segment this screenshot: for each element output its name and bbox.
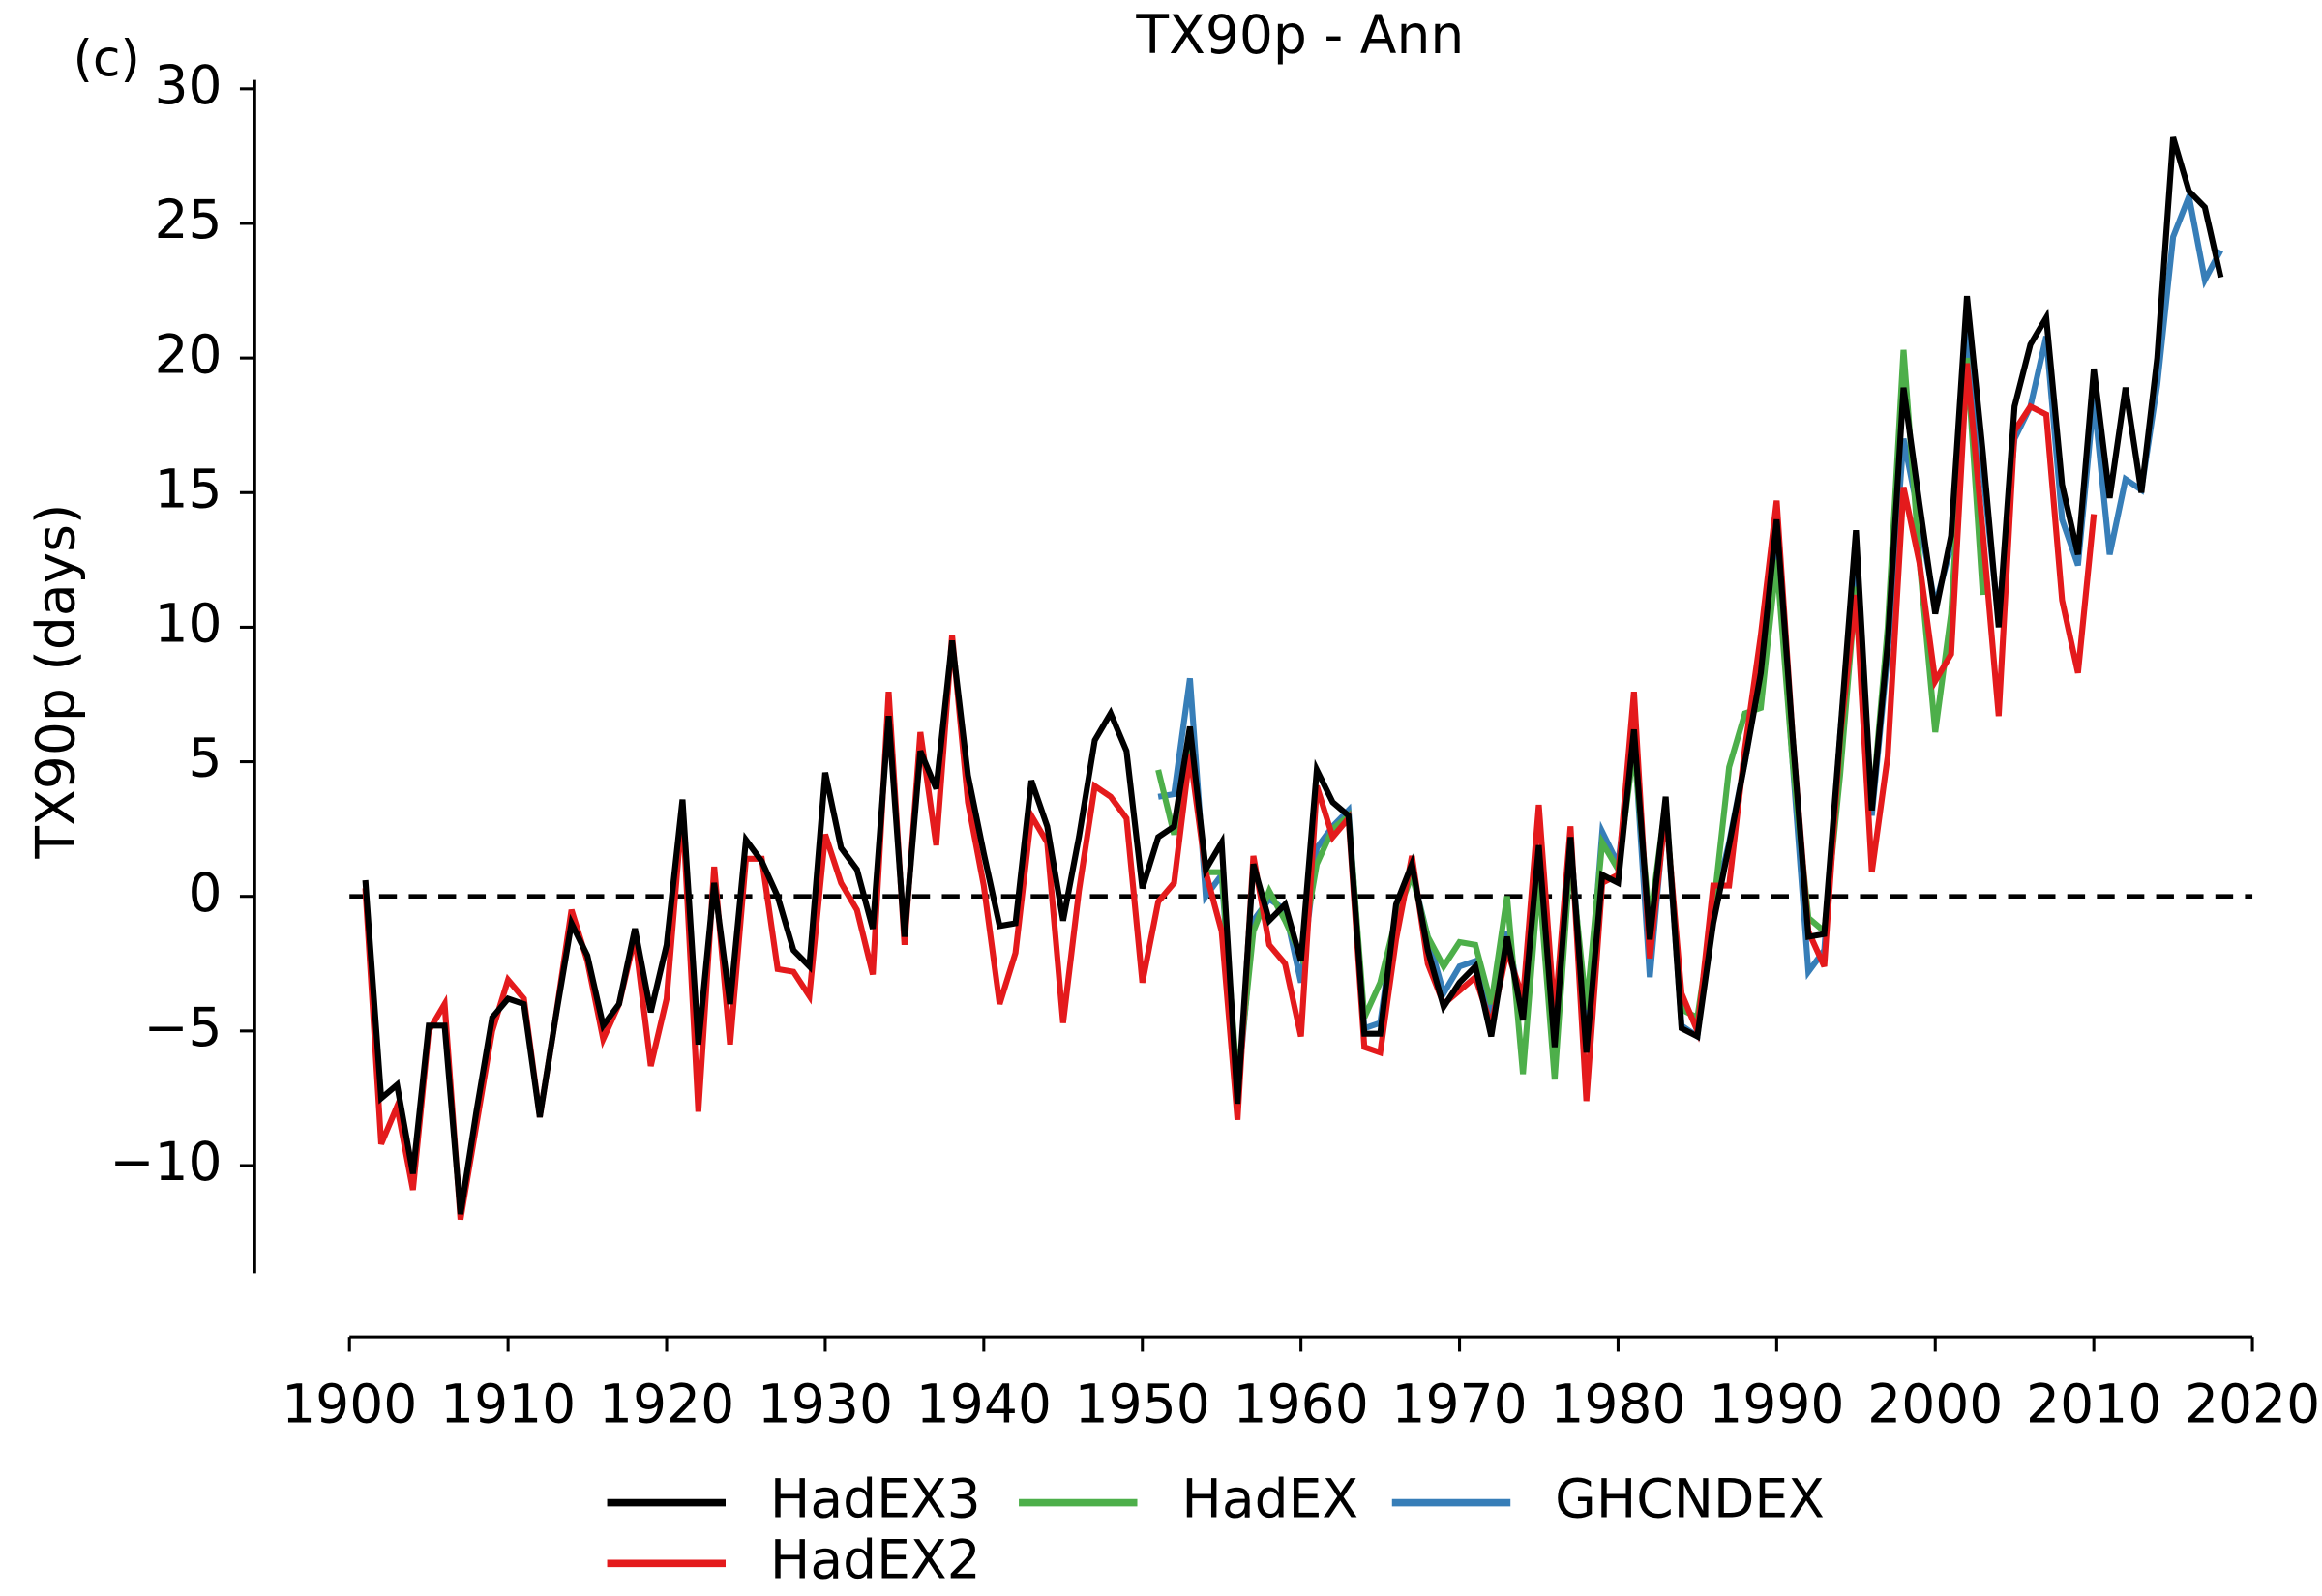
y-axis-label: TX90p (days): [24, 504, 86, 860]
legend-item: HadEX2: [607, 1528, 981, 1590]
y-tick-label: 15: [154, 458, 222, 519]
y-tick-label: −10: [109, 1131, 222, 1193]
legend-item: HadEX3: [607, 1468, 981, 1530]
y-tick-label: 0: [189, 862, 223, 924]
series-line: [1157, 186, 2223, 1096]
series-line: [362, 136, 2224, 1215]
x-tick-label: 2010: [2026, 1374, 2161, 1435]
legend-label: HadEX2: [770, 1528, 981, 1590]
x-tick-label: 1930: [758, 1374, 893, 1435]
x-tick-label: 1920: [599, 1374, 734, 1435]
x-tick-label: 1970: [1391, 1374, 1527, 1435]
x-tick-label: 1900: [282, 1374, 417, 1435]
x-tick-label: 2020: [2185, 1374, 2320, 1435]
y-tick-label: −5: [143, 996, 222, 1058]
x-tick-label: 1940: [916, 1374, 1052, 1435]
legend-label: HadEX: [1181, 1468, 1358, 1530]
y-tick-label: 20: [154, 323, 222, 385]
y-tick-label: 10: [154, 593, 222, 655]
x-tick-label: 1950: [1075, 1374, 1210, 1435]
legend-item: GHCNDEX: [1391, 1468, 1825, 1530]
legend-item: HadEX: [1019, 1468, 1358, 1530]
x-tick-label: 2000: [1867, 1374, 2003, 1435]
x-tick-label: 1980: [1550, 1374, 1685, 1435]
y-tick-label: 5: [189, 727, 223, 789]
x-tick-label: 1990: [1709, 1374, 1844, 1435]
panel-label: (c): [74, 30, 140, 88]
chart-title: TX90p - Ann: [1135, 4, 1464, 66]
y-tick-label: 30: [154, 54, 222, 116]
legend-label: HadEX3: [770, 1468, 981, 1530]
y-tick-label: 25: [154, 189, 222, 251]
x-tick-label: 1910: [440, 1374, 576, 1435]
series-line: [1155, 349, 1986, 1085]
legend-label: GHCNDEX: [1555, 1468, 1825, 1530]
x-tick-label: 1960: [1234, 1374, 1369, 1435]
